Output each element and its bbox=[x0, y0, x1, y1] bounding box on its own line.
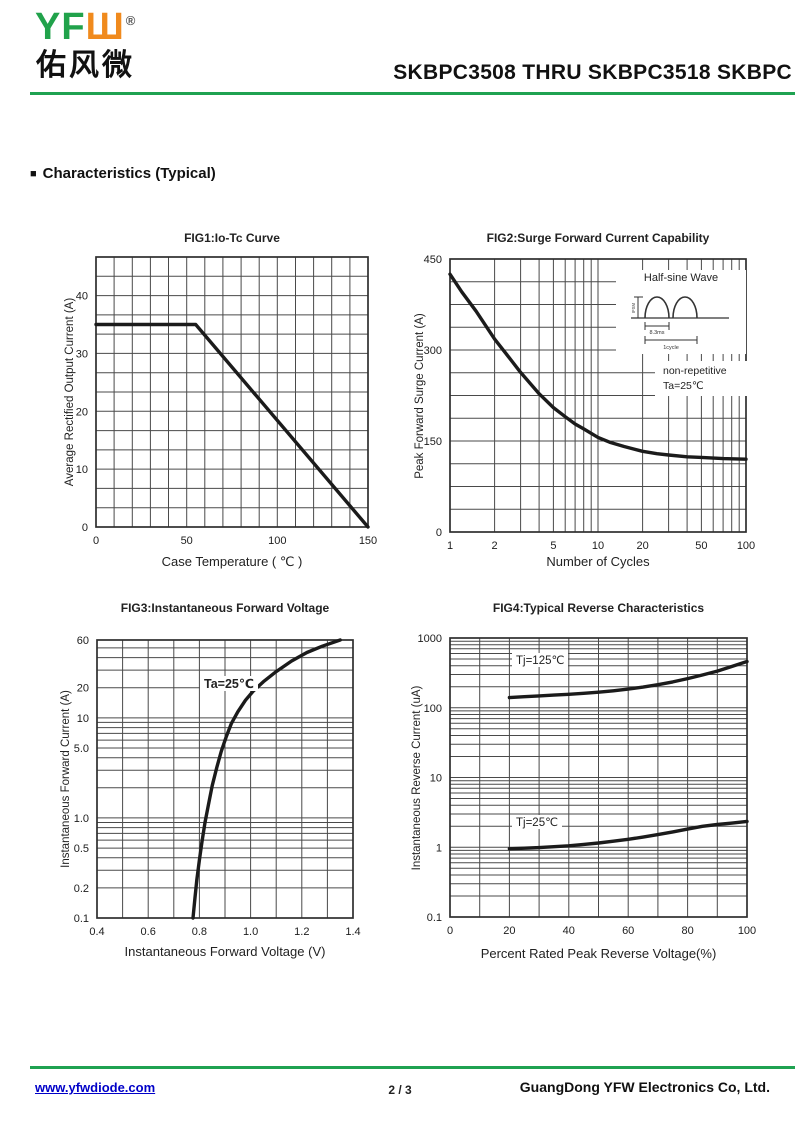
fig4-tj125-curve-label: Tj=125℃ bbox=[512, 653, 569, 667]
fig2-note-line2: Ta=25℃ bbox=[663, 379, 704, 392]
svg-text:450: 450 bbox=[424, 254, 442, 266]
svg-text:60: 60 bbox=[77, 635, 89, 647]
svg-text:0.2: 0.2 bbox=[74, 883, 89, 895]
fig1-title: FIG1:Io-Tc Curve bbox=[184, 231, 280, 245]
svg-text:80: 80 bbox=[681, 925, 693, 937]
svg-text:40: 40 bbox=[76, 291, 88, 303]
svg-text:10: 10 bbox=[430, 773, 442, 785]
svg-text:60: 60 bbox=[622, 925, 634, 937]
svg-text:20: 20 bbox=[76, 406, 88, 418]
svg-text:0.5: 0.5 bbox=[74, 843, 89, 855]
svg-text:300: 300 bbox=[424, 345, 442, 357]
fig3-title: FIG3:Instantaneous Forward Voltage bbox=[120, 601, 330, 615]
registered-trademark-icon: ® bbox=[125, 13, 137, 29]
svg-text:40: 40 bbox=[563, 925, 575, 937]
website-link[interactable]: www.yfwdiode.com bbox=[35, 1080, 156, 1095]
logo-latin-text: YFШ® bbox=[35, 8, 136, 46]
svg-text:1cycle: 1cycle bbox=[663, 345, 679, 350]
fig4-title: FIG4:Typical Reverse Characteristics bbox=[492, 601, 705, 615]
fig2-halfsine-inset: Half-sine Wave IFSM 8.3ms 1cycle bbox=[616, 270, 746, 354]
fig1-x-axis-label: Case Temperature ( ℃ ) bbox=[161, 554, 303, 569]
svg-text:5: 5 bbox=[550, 540, 556, 550]
fig3-x-axis-label: Instantaneous Forward Voltage (V) bbox=[124, 944, 326, 959]
svg-text:50: 50 bbox=[695, 540, 707, 550]
svg-text:1.0: 1.0 bbox=[243, 926, 258, 938]
svg-text:0.1: 0.1 bbox=[427, 912, 442, 924]
section-heading-text: Characteristics (Typical) bbox=[42, 165, 216, 182]
section-heading: ■ Characteristics (Typical) bbox=[30, 165, 216, 182]
svg-text:8.3ms: 8.3ms bbox=[650, 330, 665, 336]
svg-text:100: 100 bbox=[738, 925, 756, 937]
svg-text:2: 2 bbox=[492, 540, 498, 550]
halfsine-wave-icon: IFSM 8.3ms 1cycle bbox=[631, 296, 729, 350]
logo-yf-text: YF bbox=[35, 6, 86, 48]
svg-text:100: 100 bbox=[737, 540, 755, 550]
svg-text:1: 1 bbox=[447, 540, 453, 550]
svg-text:10: 10 bbox=[76, 464, 88, 476]
svg-text:10: 10 bbox=[77, 713, 89, 725]
svg-text:50: 50 bbox=[181, 535, 193, 547]
fig4-plot-svg: 0 20 40 60 80 100 1000 100 10 1 0.1 bbox=[418, 633, 757, 937]
svg-text:0.4: 0.4 bbox=[89, 926, 104, 938]
logo-w-glyph: Ш bbox=[85, 6, 125, 48]
section-bullet-icon: ■ bbox=[30, 168, 37, 180]
svg-text:0: 0 bbox=[447, 925, 453, 937]
fig4-y-axis-label: Instantaneous Reverse Current (uA) bbox=[411, 685, 423, 871]
svg-text:0.6: 0.6 bbox=[141, 926, 156, 938]
fig3-temperature-annotation: Ta=25℃ bbox=[200, 676, 258, 691]
fig3-y-axis-label: Instantaneous Forward Current (A) bbox=[60, 690, 72, 868]
fig1-plot-svg: 0 50 100 150 0 10 20 30 40 bbox=[76, 256, 377, 547]
svg-text:10: 10 bbox=[592, 540, 604, 550]
svg-text:1.2: 1.2 bbox=[294, 926, 309, 938]
svg-text:0.8: 0.8 bbox=[192, 926, 207, 938]
svg-text:1: 1 bbox=[436, 842, 442, 854]
svg-text:1.4: 1.4 bbox=[345, 926, 360, 938]
document-title: SKBPC3508 THRU SKBPC3518 SKBPC bbox=[393, 61, 792, 84]
logo-chinese-text: 佑风微 bbox=[36, 49, 135, 82]
header-divider bbox=[30, 92, 795, 95]
svg-text:1000: 1000 bbox=[418, 633, 442, 645]
svg-text:100: 100 bbox=[268, 535, 286, 547]
fig1-y-axis-label: Average Rectified Output Current (A) bbox=[64, 297, 76, 487]
svg-text:30: 30 bbox=[76, 348, 88, 360]
fig4-tj25-curve-label: Tj=25℃ bbox=[512, 815, 563, 829]
fig2-title: FIG2:Surge Forward Current Capability bbox=[486, 231, 710, 245]
svg-text:1.0: 1.0 bbox=[74, 813, 89, 825]
footer-divider bbox=[30, 1066, 795, 1069]
svg-text:0: 0 bbox=[436, 527, 442, 539]
svg-text:20: 20 bbox=[636, 540, 648, 550]
svg-text:5.0: 5.0 bbox=[74, 743, 89, 755]
svg-text:0: 0 bbox=[82, 522, 88, 534]
svg-text:150: 150 bbox=[359, 535, 377, 547]
svg-text:150: 150 bbox=[424, 436, 442, 448]
fig2-condition-note: non-repetitive Ta=25℃ bbox=[655, 361, 747, 397]
fig3-plot-svg: 0.4 0.6 0.8 1.0 1.2 1.4 60 20 10 5.0 1.0 0.5 0.2 0.1 bbox=[74, 635, 361, 938]
fig2-x-axis-label: Number of Cycles bbox=[546, 554, 650, 569]
svg-text:0.1: 0.1 bbox=[74, 913, 89, 925]
fig2-note-line1: non-repetitive bbox=[663, 365, 727, 377]
company-name: GuangDong YFW Electronics Co, Ltd. bbox=[519, 1079, 770, 1095]
fig2-halfsine-label: Half-sine Wave bbox=[643, 272, 719, 284]
svg-text:100: 100 bbox=[424, 703, 442, 715]
svg-text:IFSM: IFSM bbox=[631, 302, 636, 313]
svg-text:20: 20 bbox=[503, 925, 515, 937]
fig2-y-axis-label: Peak Forward Surge Current (A) bbox=[414, 313, 426, 479]
page-number: 2 / 3 bbox=[388, 1083, 412, 1097]
svg-text:20: 20 bbox=[77, 683, 89, 695]
svg-text:0: 0 bbox=[93, 535, 99, 547]
fig4-x-axis-label: Percent Rated Peak Reverse Voltage(%) bbox=[480, 946, 717, 961]
